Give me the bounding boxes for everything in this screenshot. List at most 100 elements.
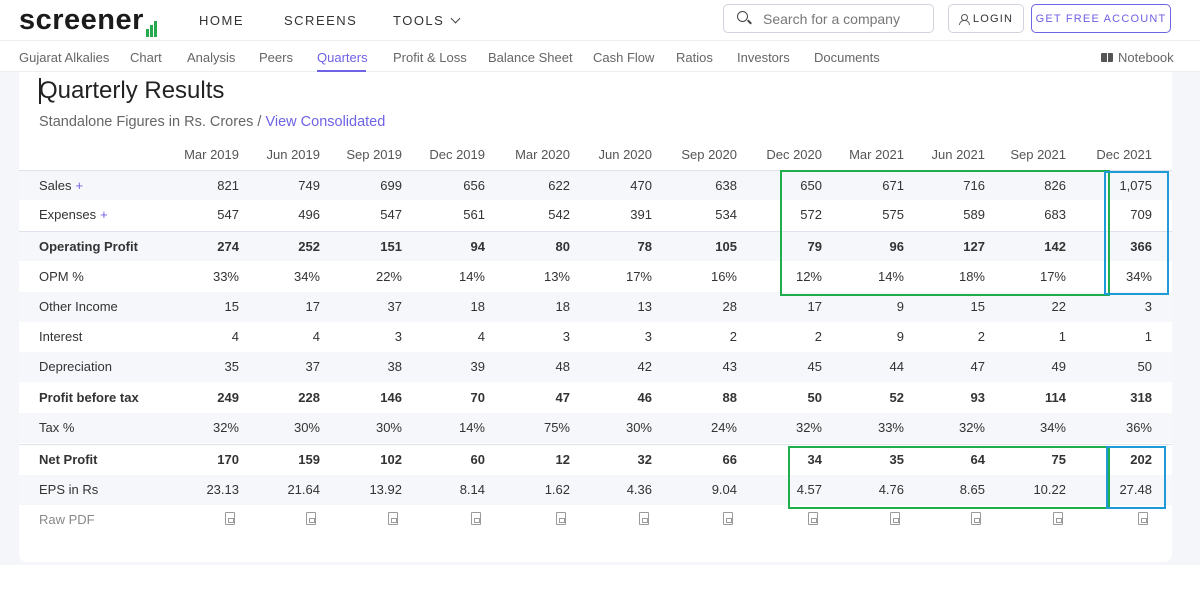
section-title: Quarterly Results [39, 77, 225, 104]
table-cell: 572 [800, 207, 822, 222]
column-header: Mar 2021 [849, 147, 904, 162]
table-cell: 42 [637, 359, 652, 374]
row-label-text: Profit before tax [39, 390, 139, 405]
pdf-file-icon[interactable] [471, 512, 481, 525]
table-cell: 37 [305, 359, 320, 374]
table-cell: 2 [814, 329, 822, 344]
table-cell: 17% [1039, 269, 1066, 284]
column-header: Jun 2019 [266, 147, 321, 162]
search-icon [737, 11, 748, 22]
table-cell: 17 [305, 299, 320, 314]
column-header: Sep 2021 [1010, 147, 1066, 162]
table-cell: 75 [1051, 452, 1066, 467]
table-cell: 622 [548, 178, 570, 193]
pdf-file-icon[interactable] [971, 512, 981, 525]
table-cell: 105 [715, 239, 737, 254]
table-cell: 33% [877, 420, 904, 435]
column-header: Jun 2020 [598, 147, 653, 162]
table-cell: 14% [877, 269, 904, 284]
table-cell: 47 [970, 359, 985, 374]
table-cell: 1 [1144, 329, 1152, 344]
nav-home[interactable]: HOME [199, 13, 244, 28]
table-cell: 93 [970, 390, 985, 405]
table-cell: 44 [889, 359, 904, 374]
table-cell: 274 [217, 239, 239, 254]
screener-logo[interactable]: screener [19, 4, 158, 37]
table-cell: 33% [212, 269, 239, 284]
table-cell: 9 [896, 329, 904, 344]
pdf-file-icon[interactable] [639, 512, 649, 525]
nav-screens[interactable]: SCREENS [284, 13, 358, 28]
table-cell: 102 [380, 452, 402, 467]
raw-pdf-label: Raw PDF [39, 512, 95, 527]
table-cell: 4 [231, 329, 239, 344]
table-cell: 1.62 [544, 482, 570, 497]
table-cell: 826 [1044, 178, 1066, 193]
pdf-file-icon[interactable] [890, 512, 900, 525]
table-cell: 249 [217, 390, 239, 405]
pdf-file-icon[interactable] [1053, 512, 1063, 525]
subnav-balance-sheet[interactable]: Balance Sheet [488, 50, 573, 65]
subnav-analysis[interactable]: Analysis [187, 50, 236, 65]
nav-tools[interactable]: TOOLS [393, 13, 461, 28]
subnav-ratios[interactable]: Ratios [676, 50, 713, 65]
table-cell: 391 [630, 207, 652, 222]
table-cell: 170 [217, 452, 239, 467]
table-cell: 656 [463, 178, 485, 193]
table-cell: 22% [375, 269, 402, 284]
subnav-company-name[interactable]: Gujarat Alkalies [19, 50, 110, 65]
get-free-account-button[interactable]: GET FREE ACCOUNT [1031, 4, 1171, 33]
login-button[interactable]: LOGIN [948, 4, 1024, 33]
pdf-file-icon[interactable] [225, 512, 235, 525]
table-cell: 4.76 [878, 482, 904, 497]
table-row: Operating Profit 274 252 151 94 80 78 105 79 96 12… [19, 231, 1172, 261]
notebook-button[interactable]: Notebook [1101, 50, 1174, 65]
table-cell: 28 [722, 299, 737, 314]
table-cell: 547 [217, 207, 239, 222]
subnav-quarters[interactable]: Quarters [317, 50, 368, 65]
expand-plus-icon[interactable]: + [75, 178, 84, 193]
table-cell: 650 [800, 178, 822, 193]
view-consolidated-link[interactable]: View Consolidated [265, 114, 386, 130]
table-cell: 821 [217, 178, 239, 193]
table-cell: 3 [394, 329, 402, 344]
row-label[interactable]: Expenses + [39, 207, 108, 222]
table-cell: 70 [470, 390, 485, 405]
table-cell: 13% [543, 269, 570, 284]
table-row: Expenses +547 496 547 561 542 391 534 572 575 589 6… [19, 200, 1172, 230]
table-row: Interest 4 4 3 4 3 3 2 2 9 2 1 1 [19, 322, 1172, 352]
table-cell: 43 [722, 359, 737, 374]
expand-plus-icon[interactable]: + [100, 207, 108, 222]
table-cell: 30% [375, 420, 402, 435]
subnav-peers[interactable]: Peers [259, 50, 293, 65]
subnav-chart[interactable]: Chart [130, 50, 162, 65]
row-label: Operating Profit [39, 239, 138, 254]
subnav-profit-loss[interactable]: Profit & Loss [393, 50, 467, 65]
table-cell: 32 [637, 452, 652, 467]
search-input[interactable] [763, 10, 928, 28]
table-cell: 14% [458, 420, 485, 435]
pdf-file-icon[interactable] [1138, 512, 1148, 525]
row-label: EPS in Rs [39, 482, 98, 497]
table-cell: 30% [293, 420, 320, 435]
table-cell: 4.36 [626, 482, 652, 497]
pdf-file-icon[interactable] [556, 512, 566, 525]
table-cell: 88 [722, 390, 737, 405]
pdf-file-icon[interactable] [388, 512, 398, 525]
row-label[interactable]: Sales + [39, 178, 83, 193]
table-cell: 78 [637, 239, 652, 254]
subnav-documents[interactable]: Documents [814, 50, 880, 65]
row-label: Depreciation [39, 359, 112, 374]
table-cell: 470 [630, 178, 652, 193]
column-header: Dec 2020 [766, 147, 822, 162]
pdf-file-icon[interactable] [306, 512, 316, 525]
table-cell: 18 [470, 299, 485, 314]
pdf-file-icon[interactable] [723, 512, 733, 525]
table-cell: 32% [212, 420, 239, 435]
pdf-file-icon[interactable] [808, 512, 818, 525]
search-box[interactable] [723, 4, 934, 33]
subnav-cash-flow[interactable]: Cash Flow [593, 50, 655, 65]
subnav-investors[interactable]: Investors [737, 50, 790, 65]
table-cell: 50 [1137, 359, 1152, 374]
table-cell: 716 [963, 178, 985, 193]
